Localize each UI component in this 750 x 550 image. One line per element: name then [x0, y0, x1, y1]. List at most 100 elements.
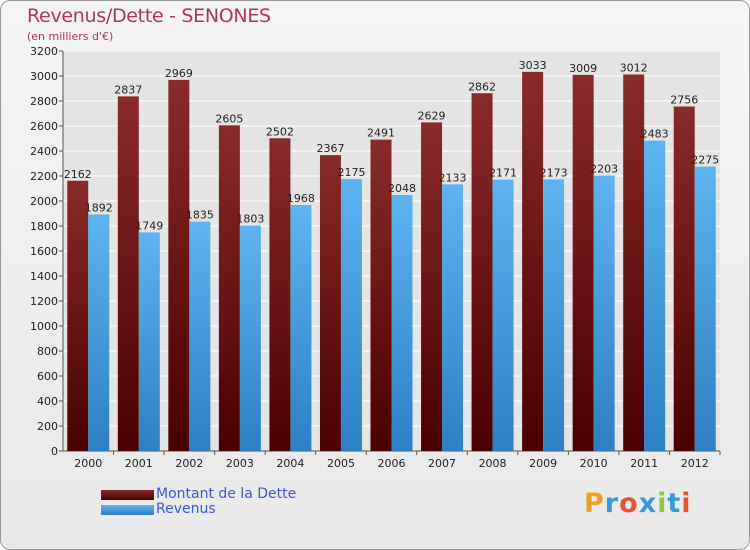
data-label-debt: 3012: [620, 62, 648, 75]
data-label-revenue: 1835: [186, 209, 214, 222]
bar-revenue: [492, 179, 514, 451]
data-label-revenue: 2133: [439, 171, 467, 184]
chart-title: Revenus/Dette - SENONES: [27, 5, 271, 27]
legend-label-revenue: Revenus: [156, 501, 216, 517]
data-label-revenue: 2203: [590, 163, 618, 176]
y-tick-label: 3200: [30, 45, 58, 58]
bar-revenue: [543, 179, 565, 451]
bar-debt: [471, 93, 493, 451]
data-label-debt: 2367: [316, 142, 344, 155]
y-tick-label: 600: [37, 370, 58, 383]
y-tick-label: 2600: [30, 120, 58, 133]
x-tick-label: 2007: [428, 457, 456, 470]
x-tick-label: 2004: [276, 457, 304, 470]
y-tick-label: 3000: [30, 70, 58, 83]
data-label-debt: 2502: [266, 125, 294, 138]
y-tick-label: 0: [51, 445, 58, 458]
logo-letter: o: [619, 488, 639, 519]
bar-revenue: [694, 166, 716, 451]
y-tick-label: 200: [37, 420, 58, 433]
x-tick-label: 2001: [125, 457, 153, 470]
x-tick-label: 2008: [479, 457, 507, 470]
y-tick-label: 2200: [30, 170, 58, 183]
bar-debt: [319, 155, 341, 451]
x-tick-label: 2000: [74, 457, 102, 470]
data-label-debt: 2491: [367, 127, 395, 140]
y-tick-label: 1200: [30, 295, 58, 308]
bar-revenue: [138, 232, 160, 451]
bar-debt: [168, 79, 190, 451]
legend-swatch-debt: [101, 490, 154, 500]
logo-letter: t: [667, 488, 682, 519]
legend-label-debt: Montant de la Dette: [156, 486, 297, 502]
y-tick-label: 400: [37, 395, 58, 408]
x-tick-label: 2002: [175, 457, 203, 470]
data-label-revenue: 1803: [236, 213, 264, 226]
bar-revenue: [391, 195, 413, 451]
x-tick-label: 2012: [681, 457, 709, 470]
data-label-debt: 2629: [418, 109, 446, 122]
bar-revenue: [442, 184, 464, 451]
data-label-debt: 2862: [468, 80, 496, 93]
bar-debt: [218, 125, 240, 451]
logo-letter: P: [584, 488, 605, 519]
data-label-revenue: 2275: [691, 154, 719, 167]
legend-swatch-revenue: [101, 505, 154, 515]
y-tick-label: 2400: [30, 145, 58, 158]
bar-debt: [269, 138, 291, 451]
data-label-debt: 3033: [519, 59, 547, 72]
bar-debt: [67, 180, 89, 451]
x-tick-label: 2005: [327, 457, 355, 470]
logo-letter: i: [657, 488, 668, 519]
y-tick-label: 800: [37, 345, 58, 358]
data-label-revenue: 2173: [540, 166, 568, 179]
proxiti-logo: Proxiti: [584, 488, 692, 519]
chart-subtitle: (en milliers d'€): [27, 30, 114, 43]
bar-revenue: [290, 205, 312, 451]
logo-letter: x: [638, 488, 658, 519]
data-label-revenue: 2048: [388, 182, 416, 195]
data-label-debt: 2605: [215, 112, 243, 125]
logo-letter: i: [681, 488, 692, 519]
data-label-revenue: 1968: [287, 192, 315, 205]
data-label-revenue: 1749: [135, 219, 163, 232]
x-tick-label: 2006: [378, 457, 406, 470]
bars-layer: [67, 71, 716, 451]
data-label-debt: 2756: [670, 94, 698, 107]
bar-debt: [673, 106, 695, 451]
data-label-debt: 2837: [114, 83, 142, 96]
y-tick-label: 1400: [30, 270, 58, 283]
logo-letter: r: [604, 488, 620, 519]
x-tick-label: 2009: [529, 457, 557, 470]
data-label-revenue: 2171: [489, 167, 517, 180]
bar-revenue: [189, 221, 211, 451]
data-label-debt: 3009: [569, 62, 597, 75]
bar-revenue: [593, 175, 615, 451]
bar-revenue: [644, 140, 666, 451]
bar-debt: [572, 74, 594, 451]
y-tick-label: 1600: [30, 245, 58, 258]
bar-chart: 0 200 400 600 800 1000 1200 1400 1600 1800 2000 220…: [30, 45, 721, 470]
data-label-revenue: 1892: [85, 202, 113, 215]
bar-debt: [421, 122, 443, 451]
y-tick-label: 1000: [30, 320, 58, 333]
x-tick-label: 2010: [580, 457, 608, 470]
bar-debt: [370, 139, 392, 451]
bar-revenue: [239, 225, 261, 451]
x-tick-label: 2003: [226, 457, 254, 470]
y-tick-label: 2800: [30, 95, 58, 108]
data-label-revenue: 2483: [641, 128, 669, 141]
bar-debt: [522, 71, 544, 451]
bar-revenue: [88, 214, 110, 451]
y-tick-label: 1800: [30, 220, 58, 233]
data-label-debt: 2969: [165, 67, 193, 80]
bar-debt: [117, 96, 139, 451]
bar-revenue: [340, 179, 362, 451]
y-tick-label: 2000: [30, 195, 58, 208]
labels-layer: 0 200 400 600 800 1000 1200 1400 1600 1800 2000 220…: [30, 45, 719, 470]
data-label-debt: 2162: [64, 168, 92, 181]
x-tick-label: 2011: [630, 457, 658, 470]
bar-debt: [623, 74, 645, 451]
data-label-revenue: 2175: [337, 166, 365, 179]
